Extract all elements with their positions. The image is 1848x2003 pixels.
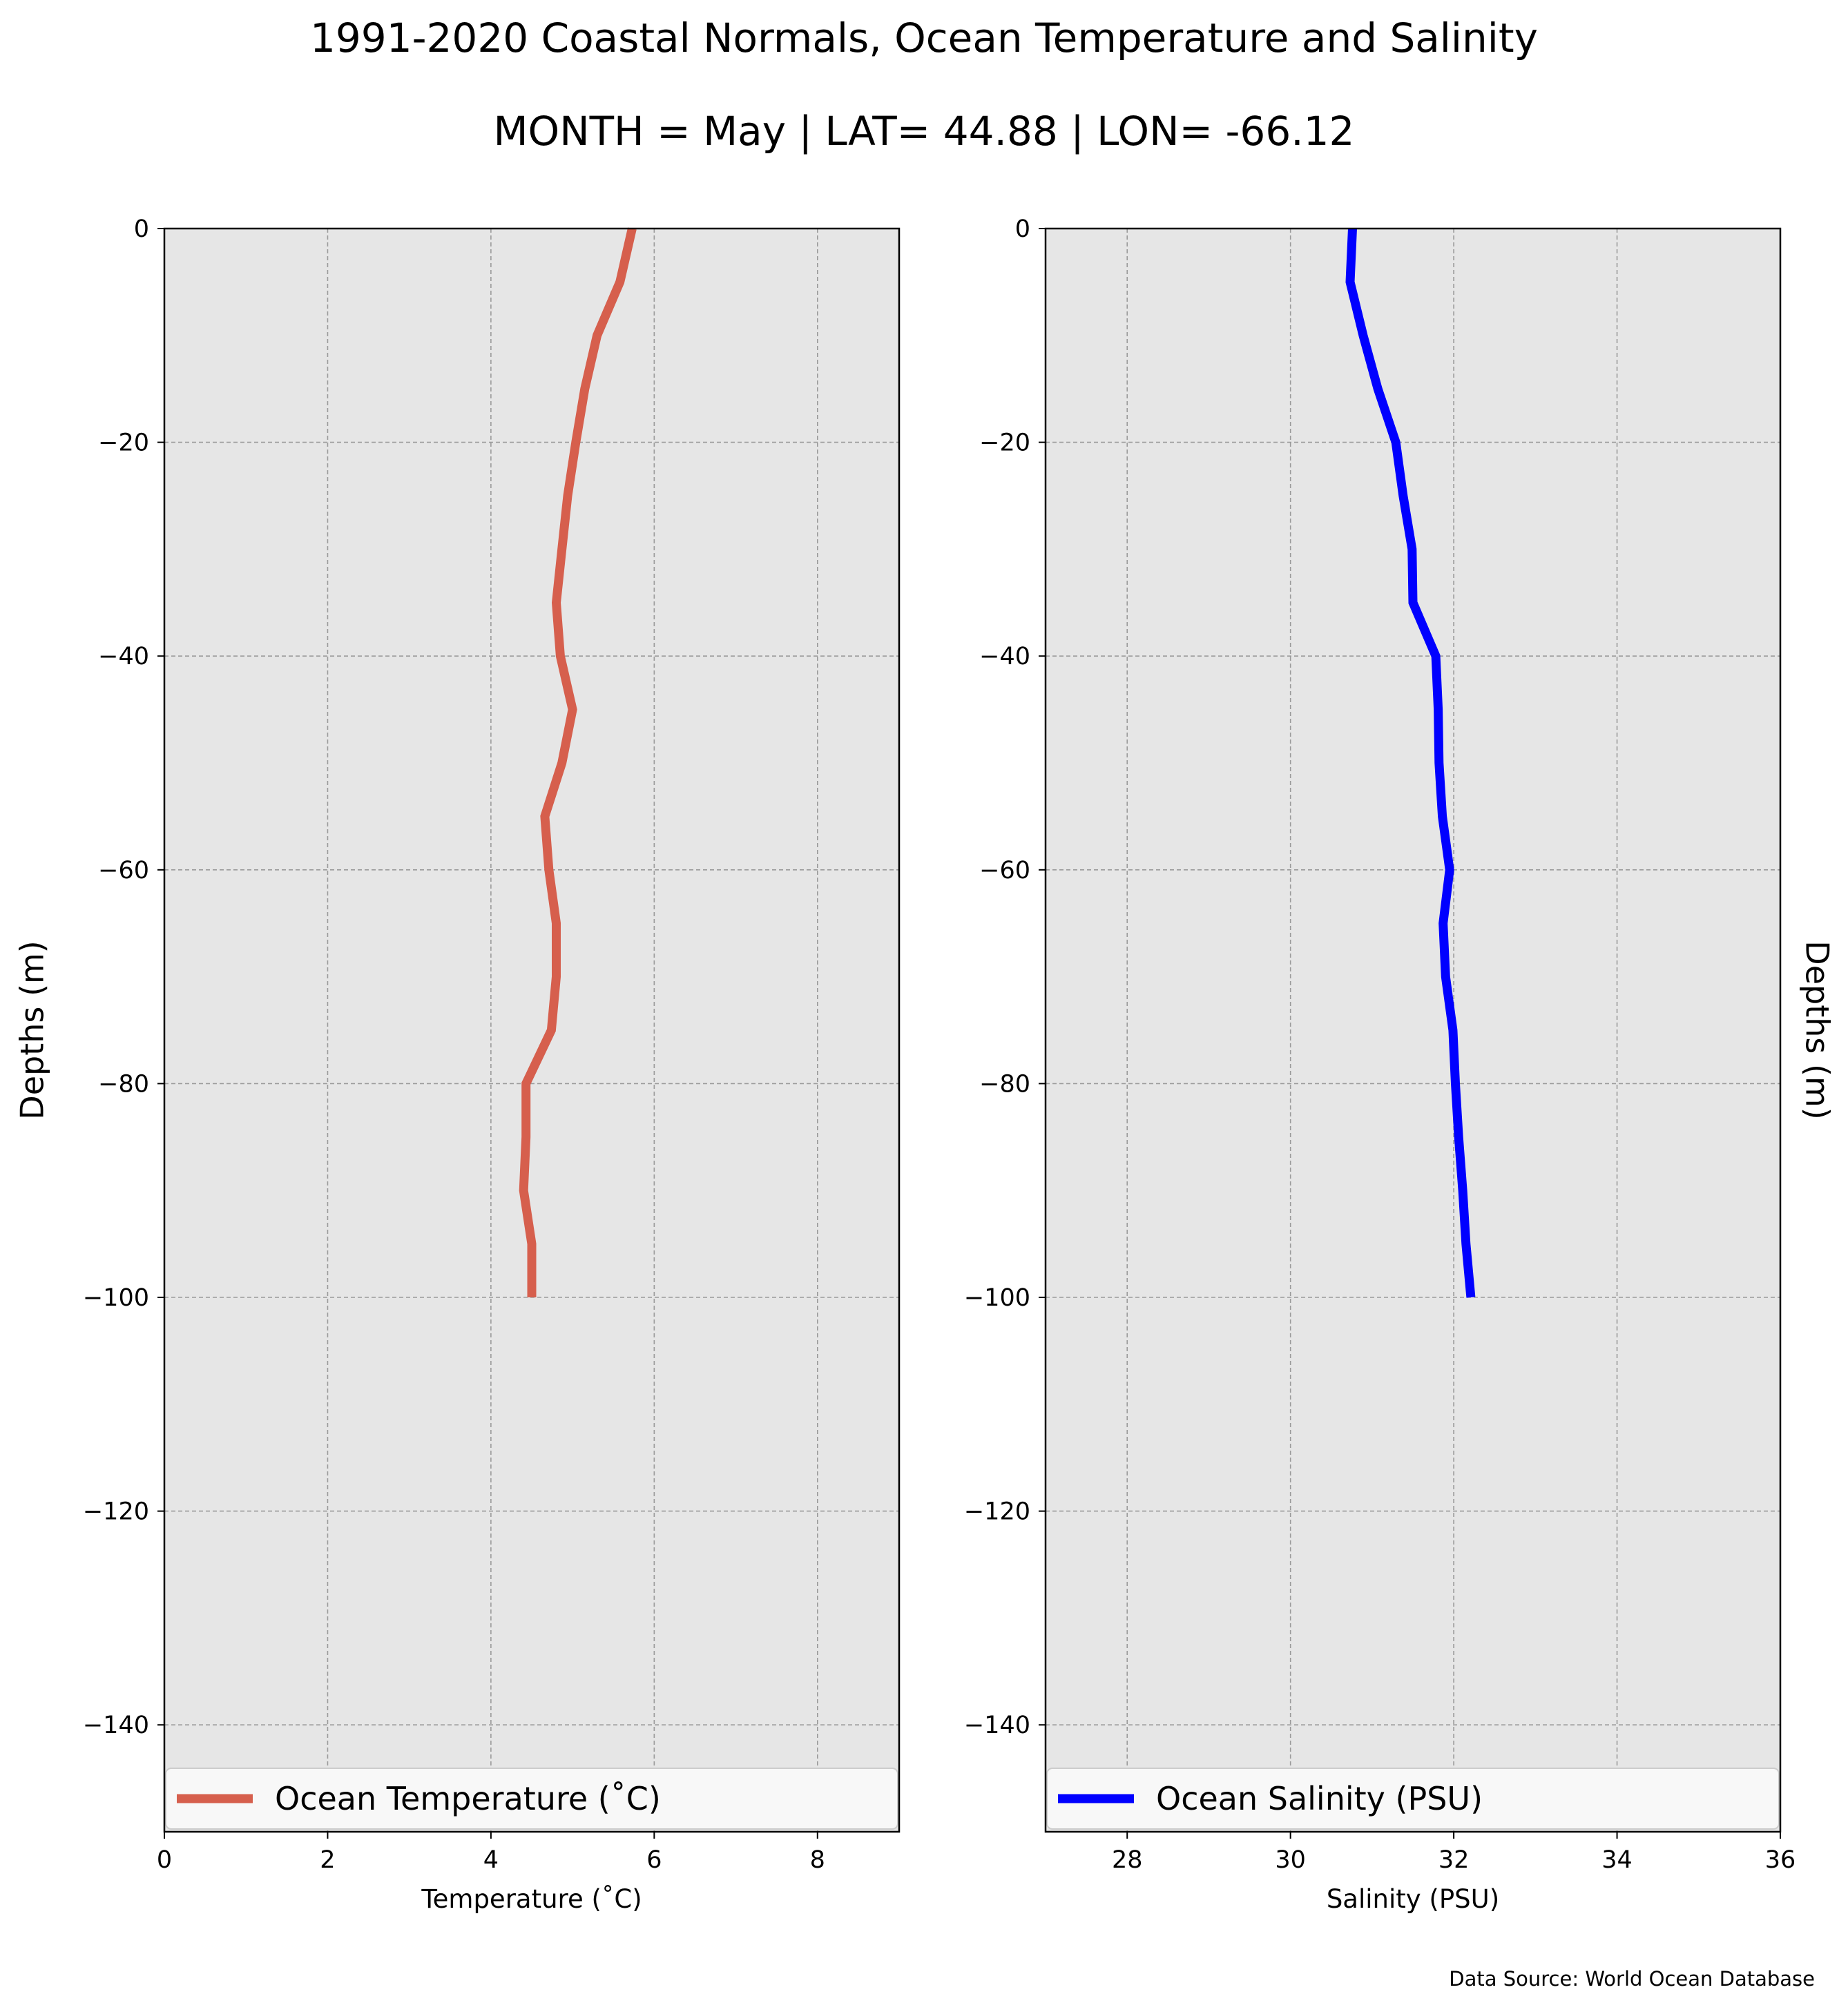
figure-title: 1991-2020 Coastal Normals, Ocean Tempera… (310, 14, 1538, 61)
temperature-legend: Ocean Temperature (˚C) (165, 1768, 898, 1830)
legend-label: Ocean Temperature (˚C) (275, 1780, 661, 1817)
salinity-plot-area (1046, 229, 1780, 1832)
salinity-panel: Ocean Salinity (PSU) 28 30 32 34 36 0 −20 −40 −60… (964, 215, 1836, 1914)
salinity-y-tick-label: −60 (979, 857, 1030, 884)
legend-label: Ocean Salinity (PSU) (1156, 1780, 1483, 1817)
salinity-y-tick-label: 0 (1015, 215, 1030, 243)
legend-box (1046, 1768, 1780, 1830)
salinity-y-axis-label: Depths (m) (1799, 940, 1836, 1119)
temperature-x-tick-label: 8 (810, 1846, 825, 1874)
temperature-y-tick-label: −140 (83, 1712, 149, 1739)
salinity-y-tick-label: −80 (979, 1070, 1030, 1098)
temperature-axes-frame (163, 227, 901, 1833)
legend-box (165, 1768, 898, 1830)
salinity-legend: Ocean Salinity (PSU) (1046, 1768, 1780, 1830)
salinity-axes-frame (1044, 227, 1782, 1833)
temperature-x-tick-label: 2 (320, 1846, 335, 1874)
temperature-x-tick-label: 6 (646, 1846, 662, 1874)
salinity-series-line (1345, 228, 1476, 1298)
salinity-y-tick-label: −40 (979, 643, 1030, 670)
temperature-y-tick-label: −20 (98, 429, 149, 457)
salinity-x-tick-label: 32 (1438, 1846, 1470, 1874)
salinity-y-tick-label: −120 (964, 1498, 1030, 1526)
temperature-plot-area (164, 229, 899, 1832)
temperature-y-tick-label: −40 (98, 643, 149, 670)
salinity-x-tick-label: 34 (1601, 1846, 1633, 1874)
salinity-y-tick-label: −140 (964, 1712, 1030, 1739)
temperature-y-tick-label: −60 (98, 857, 149, 884)
figure-subtitle: MONTH = May | LAT= 44.88 | LON= -66.12 (494, 108, 1355, 155)
temperature-y-tick-label: 0 (134, 215, 149, 243)
salinity-x-axis-label: Salinity (PSU) (1327, 1884, 1499, 1914)
temperature-y-axis-label: Depths (m) (14, 940, 51, 1119)
salinity-y-tick-label: −100 (964, 1284, 1030, 1312)
temperature-series-line (519, 227, 637, 1297)
temperature-y-tick-label: −120 (83, 1498, 149, 1526)
temperature-y-tick-label: −100 (83, 1284, 149, 1312)
salinity-x-tick-label: 30 (1275, 1846, 1306, 1874)
temperature-x-tick-label: 4 (483, 1846, 499, 1874)
temperature-x-axis-label: Temperature (˚C) (421, 1884, 642, 1914)
salinity-x-tick-label: 36 (1765, 1846, 1796, 1874)
temperature-x-tick-label: 0 (157, 1846, 172, 1874)
salinity-x-tick-label: 28 (1112, 1846, 1143, 1874)
salinity-y-tick-label: −20 (979, 429, 1030, 457)
temperature-y-tick-label: −80 (98, 1070, 149, 1098)
temperature-panel: Ocean Temperature (˚C) 0 2 4 6 8 0 −20 −40 −60 −80… (14, 215, 901, 1914)
data-source-note: Data Source: World Ocean Database (1449, 1967, 1815, 1991)
